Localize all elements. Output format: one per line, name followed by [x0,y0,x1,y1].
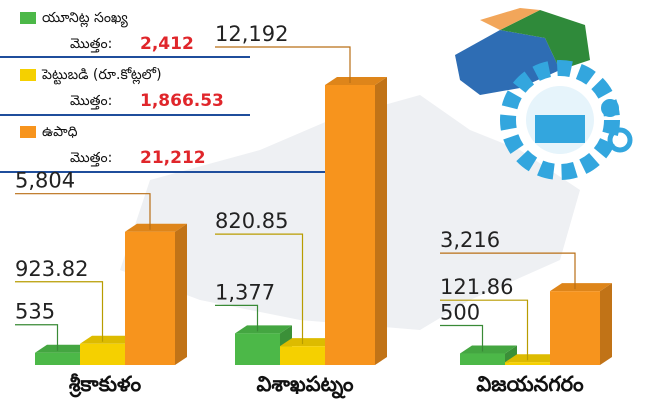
leader-line [440,299,529,361]
leader-line [15,324,59,351]
value-label: 5,804 [15,169,75,193]
leader-line [440,324,484,352]
value-label: 3,216 [440,228,500,252]
category-label: శ్రీకాకుళం [68,372,141,398]
value-label: 121.86 [440,275,513,299]
leader-line [15,281,104,342]
leader-line [215,304,259,332]
bar [550,283,612,365]
leader-line [215,46,351,83]
legend-label: యూనిట్ల సంఖ్య [42,10,128,28]
bar [125,223,187,365]
legend-total-text: మొత్తం: [70,150,112,167]
value-label: 1,377 [215,280,275,304]
leader-line [15,193,151,230]
logo [455,8,633,180]
leader-line [215,233,304,345]
legend-label: ఉపాధి [42,124,78,140]
value-label: 923.82 [15,257,88,281]
leader-line [440,252,576,290]
category-label: విజయనగరం [476,372,584,396]
bar [325,77,387,365]
value-label: 820.85 [215,209,288,233]
legend-total-text: మొత్తం: [70,36,112,53]
value-label: 535 [15,300,55,324]
legend-swatch [20,69,36,81]
category-label: విశాఖపట్నం [256,372,353,399]
value-label: 500 [440,301,480,325]
legend-total: 21,212 [140,148,206,168]
legend-total: 2,412 [140,34,194,54]
bar [460,345,517,365]
legend-swatch [20,12,36,24]
legend-swatch [20,126,36,138]
legend-total: 1,866.53 [140,91,224,111]
legend-total-text: మొత్తం: [70,93,112,110]
legend-label: పెట్టుబడి (రూ.కోట్లలో) [41,67,162,85]
value-label: 12,192 [215,22,288,46]
